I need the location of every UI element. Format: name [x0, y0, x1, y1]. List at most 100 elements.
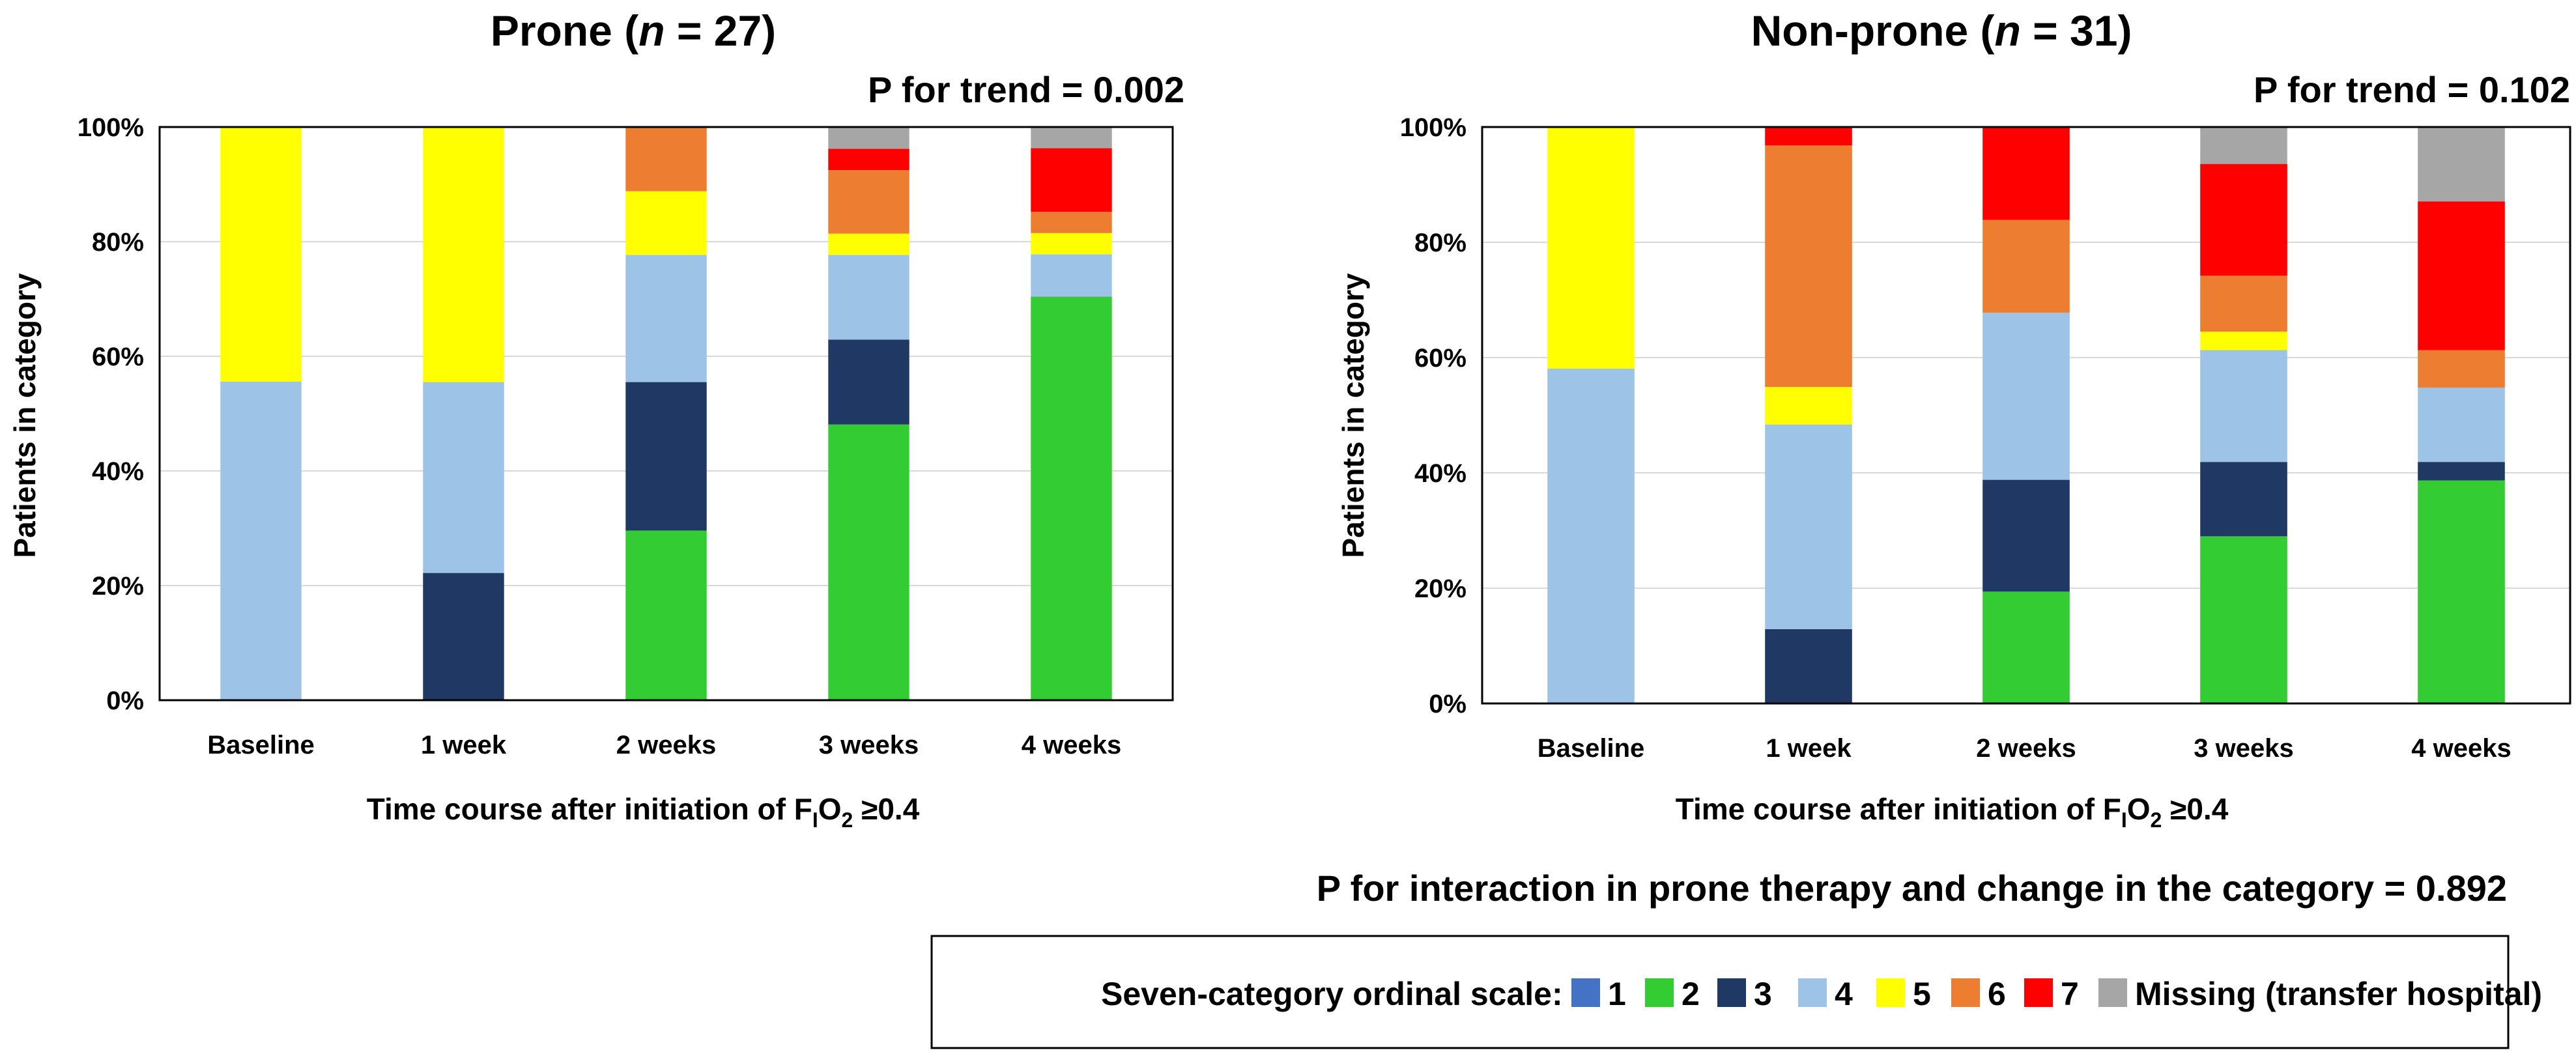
- bar-segment-3-weeks-cat-7: [828, 149, 909, 170]
- bar-segment-1-week-cat-3: [423, 573, 504, 700]
- bar-segment-2-weeks-cat-2: [1982, 591, 2070, 703]
- bar-segment-3-weeks-cat-6: [828, 170, 909, 234]
- bar-segment-4-weeks-cat-2: [1031, 296, 1112, 701]
- legend-swatch: [2024, 978, 2053, 1007]
- plot-area-frame: [1481, 126, 2571, 705]
- bar-segment-baseline-cat-4: [1547, 368, 1635, 703]
- legend-item-label: 6: [1988, 976, 2006, 1012]
- interaction-p-value: P for interaction in prone therapy and c…: [1317, 868, 2507, 909]
- plot-area-frame: [158, 126, 1174, 702]
- legend-item-label: 4: [1835, 976, 1853, 1012]
- x-axis-label: Time course after initiation of FIO2 ≥0.…: [1676, 792, 2229, 832]
- bar-segment-4-weeks-cat-2: [2418, 480, 2505, 703]
- title-italic: n: [638, 7, 665, 55]
- bar-segment-3-weeks-cat-missing-transfer-hospital-: [2200, 126, 2287, 164]
- bar-segment-1-week-cat-3: [1765, 629, 1852, 703]
- bar-segment-3-weeks-cat-6: [2200, 276, 2287, 332]
- bar-segment-1-week-cat-5: [423, 127, 504, 382]
- legend-item-label: 1: [1608, 976, 1626, 1012]
- y-tick-label: 0%: [1429, 690, 1467, 718]
- legend-item-label: 7: [2061, 976, 2079, 1012]
- bar-segment-3-weeks-cat-7: [2200, 163, 2287, 276]
- bar-segment-2-weeks-cat-7: [1982, 127, 2070, 220]
- bar-segment-3-weeks-cat-missing-transfer-hospital-: [828, 127, 909, 149]
- bar-segment-1-week-cat-5: [1765, 387, 1852, 425]
- bar-segment-baseline-cat-5: [220, 127, 302, 382]
- x-tick-label: 2 weeks: [616, 731, 716, 759]
- bar-segment-2-weeks-cat-3: [625, 382, 707, 531]
- bar-segment-2-weeks-cat-5: [625, 191, 707, 255]
- bar-segment-3-weeks-cat-2: [2200, 536, 2287, 703]
- bar-segment-1-week-cat-4: [1765, 424, 1852, 629]
- legend: Seven-category ordinal scale: 1 2 3 4 5 6 7 Miss…: [930, 935, 2542, 1049]
- legend-swatch: [1645, 978, 1674, 1007]
- chart-prone: Prone (n = 27) P for trend = 0.002 Patie…: [8, 7, 1184, 832]
- p-trend: P for trend = 0.002: [868, 69, 1184, 110]
- bar-segment-2-weeks-cat-4: [625, 255, 707, 382]
- bar-segment-baseline-cat-4: [220, 381, 302, 700]
- legend-item-label: 5: [1913, 976, 1931, 1012]
- x-axis-label: Time course after initiation of FIO2 ≥0.…: [367, 792, 920, 832]
- legend-title: Seven-category ordinal scale:: [1101, 976, 1563, 1012]
- bar-segment-4-weeks-cat-5: [1031, 233, 1112, 255]
- legend-swatch: [1798, 978, 1827, 1007]
- chart-title: Non-prone (n = 31): [1751, 7, 2132, 55]
- x-tick-label: 3 weeks: [819, 731, 919, 759]
- chart-title: Prone (n = 27): [491, 7, 776, 55]
- y-tick-label: 100%: [78, 113, 144, 142]
- bar-segment-4-weeks-cat-7: [2418, 201, 2505, 350]
- bar-segment-4-weeks-cat-missing-transfer-hospital-: [2418, 127, 2505, 202]
- title-post: = 27): [665, 7, 777, 55]
- y-tick-label: 40%: [92, 457, 144, 486]
- bar-segment-3-weeks-cat-4: [828, 255, 909, 340]
- bar-segment-4-weeks-cat-missing-transfer-hospital-: [1031, 127, 1112, 149]
- legend-swatch: [1717, 978, 1746, 1007]
- bar-segment-2-weeks-cat-6: [625, 127, 707, 191]
- bar-segment-2-weeks-cat-6: [1982, 220, 2070, 313]
- y-tick-label: 40%: [1414, 459, 1467, 488]
- y-tick-label: 80%: [1414, 229, 1467, 257]
- bar-segment-4-weeks-cat-4: [2418, 388, 2505, 462]
- legend-item-label: Missing (transfer hospital): [2135, 976, 2542, 1012]
- bar-segment-3-weeks-cat-5: [2200, 332, 2287, 350]
- y-tick-label: 60%: [92, 343, 144, 371]
- bar-segment-1-week-cat-4: [423, 382, 504, 573]
- chart-non-prone: Non-prone (n = 31) P for trend = 0.102 P…: [1336, 7, 2571, 832]
- legend-swatch: [1571, 978, 1600, 1007]
- x-tick-label: 1 week: [421, 731, 507, 759]
- bar-segment-4-weeks-cat-6: [2418, 350, 2505, 388]
- x-tick-label: Baseline: [207, 731, 315, 759]
- y-axis-label: Patients in category: [1336, 273, 1370, 558]
- bar-segment-baseline-cat-5: [1547, 127, 1635, 369]
- bar-segment-1-week-cat-7: [1765, 127, 1852, 146]
- legend-item-label: 2: [1682, 976, 1700, 1012]
- title-post: = 31): [2021, 7, 2132, 55]
- y-tick-label: 60%: [1414, 344, 1467, 373]
- y-tick-label: 80%: [92, 228, 144, 257]
- bar-segment-3-weeks-cat-3: [2200, 462, 2287, 537]
- x-tick-label: 2 weeks: [1976, 734, 2076, 763]
- bar-segment-4-weeks-cat-6: [1031, 212, 1112, 233]
- y-tick-label: 100%: [1400, 113, 1467, 142]
- title-italic: n: [1995, 7, 2021, 55]
- x-tick-label: 3 weeks: [2194, 734, 2293, 763]
- title-pre: Non-prone (: [1751, 7, 1995, 55]
- legend-swatch: [1876, 978, 1905, 1007]
- legend-item-label: 3: [1754, 976, 1772, 1012]
- bar-segment-3-weeks-cat-4: [2200, 350, 2287, 462]
- bar-segment-2-weeks-cat-4: [1982, 312, 2070, 480]
- bar-segment-3-weeks-cat-5: [828, 233, 909, 255]
- legend-swatch: [2098, 978, 2127, 1007]
- bar-segment-3-weeks-cat-3: [828, 339, 909, 425]
- x-tick-label: 1 week: [1766, 734, 1852, 763]
- legend-swatch: [1951, 978, 1980, 1007]
- bar-segment-1-week-cat-6: [1765, 145, 1852, 388]
- bar-segment-4-weeks-cat-4: [1031, 254, 1112, 297]
- bar-segment-2-weeks-cat-2: [625, 530, 707, 700]
- x-tick-label: 4 weeks: [2411, 734, 2511, 763]
- y-tick-label: 20%: [92, 572, 144, 601]
- y-axis-label: Patients in category: [8, 273, 42, 558]
- bar-segment-2-weeks-cat-3: [1982, 479, 2070, 592]
